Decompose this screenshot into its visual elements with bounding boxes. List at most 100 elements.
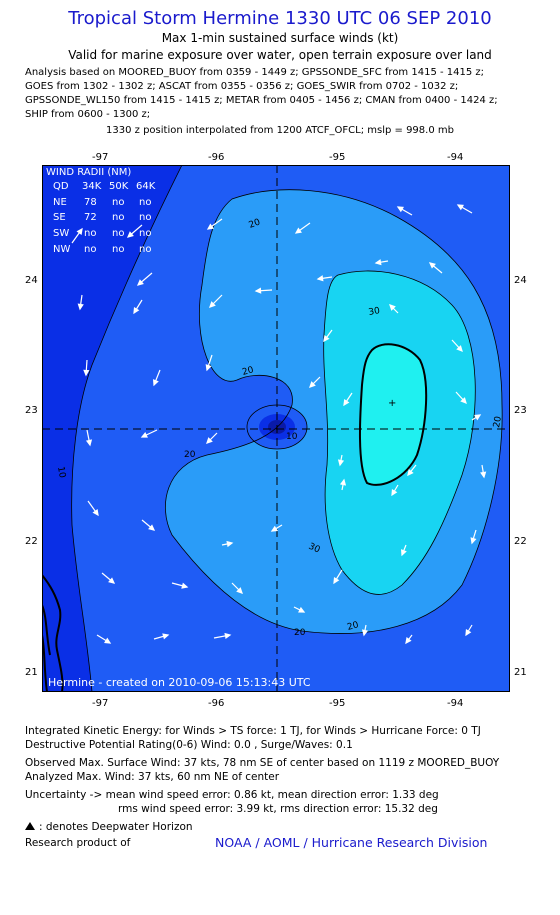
wind-radii-value: no — [112, 244, 124, 255]
lat-tick-right: 24 — [514, 275, 527, 286]
uncertainty-line-1: Uncertainty -> mean wind speed error: 0.… — [25, 789, 439, 801]
wind-vector-head — [391, 489, 398, 497]
map-title: Tropical Storm Hermine 1330 UTC 06 SEP 2… — [68, 8, 492, 29]
lat-tick-left: 24 — [25, 275, 38, 286]
wind-radii-value: no — [84, 228, 96, 239]
wind-radii-value: 72 — [84, 212, 97, 223]
wind-vector-head — [148, 524, 156, 531]
lon-tick-top: -97 — [92, 152, 109, 163]
lon-tick-top: -95 — [329, 152, 346, 163]
wind-vector-head — [140, 432, 148, 438]
wind-vector-head — [400, 549, 407, 557]
contour-label: 20 — [492, 415, 504, 428]
wind-vector-head — [108, 577, 116, 584]
lat-tick-right: 23 — [514, 405, 527, 416]
wind-vector-head — [181, 582, 189, 589]
analyzed-max-wind: Analyzed Max. Wind: 37 kts, 60 nm NE of … — [25, 771, 280, 783]
wind-radii-value: no — [112, 212, 124, 223]
contour-label: 20 — [241, 365, 255, 378]
contour-20 — [165, 189, 503, 634]
wind-vector-head — [76, 227, 83, 235]
map-creation-note: Hermine - created on 2010-09-06 15:13:43… — [48, 676, 311, 689]
wind-vector-head — [294, 227, 302, 234]
wind-vector-head — [470, 537, 477, 545]
wind-radii-quadrant: NW — [53, 244, 70, 255]
observed-max-wind: Observed Max. Surface Wind: 37 kts, 78 n… — [25, 757, 500, 769]
contour-label: 30 — [368, 306, 381, 318]
lat-tick-right: 21 — [514, 667, 527, 678]
research-label: Research product of — [25, 837, 131, 849]
lat-tick-right: 22 — [514, 536, 527, 547]
wind-radii-value: no — [139, 197, 151, 208]
wind-radii-value: no — [84, 244, 96, 255]
wind-radii-title: WIND RADII (NM) — [46, 167, 131, 178]
wind-radii-quadrant: SE — [53, 212, 66, 223]
analysis-line: Analysis based on MOORED_BUOY from 0359 … — [25, 67, 485, 78]
wind-vector-head — [104, 637, 112, 644]
wind-vector-head — [405, 637, 412, 645]
wind-radii-header: 64K — [136, 181, 156, 192]
wind-vector-head — [205, 364, 212, 372]
deepwater-horizon-icon — [25, 822, 35, 830]
map-frame — [42, 165, 510, 692]
wind-vector-head — [428, 262, 436, 269]
lat-tick-left: 22 — [25, 536, 38, 547]
wind-level-gt35 — [359, 344, 427, 485]
wind-radii-value: 78 — [84, 197, 97, 208]
deepwater-label: : denotes Deepwater Horizon — [39, 821, 193, 833]
wind-vector-head — [133, 307, 140, 315]
analysis-line: GPSSONDE_WL150 from 1415 - 1415 z; METAR… — [25, 95, 498, 106]
wind-vector-head — [126, 231, 134, 238]
wind-radii-quadrant: NE — [53, 197, 67, 208]
wind-radii-header: 34K — [82, 181, 102, 192]
center-crosshair — [42, 165, 510, 692]
wind-vector-head — [323, 335, 330, 343]
lon-tick-bottom: -96 — [208, 698, 225, 709]
analysis-line: SHIP from 0600 - 1300 z; — [25, 109, 151, 120]
wind-vector-head — [206, 223, 214, 230]
noaa-aoml-link[interactable]: NOAA / AOML / Hurricane Research Divisio… — [215, 835, 488, 850]
contour-label: 20 — [346, 620, 360, 633]
wind-vector-head — [85, 439, 93, 447]
wind-vector-head — [92, 509, 99, 517]
wind-vector-head — [460, 397, 467, 405]
wind-vectors — [71, 204, 487, 645]
wind-vector-head — [339, 478, 347, 486]
lon-tick-bottom: -95 — [329, 698, 346, 709]
wind-vector-head — [152, 379, 159, 387]
wind-radii-table: WIND RADII (NM) QD 34K 50K 64K NE 78 no … — [46, 167, 156, 255]
contour-label: 20 — [184, 450, 196, 460]
wind-vector-head — [343, 399, 350, 407]
wind-vector-head — [226, 540, 234, 548]
wind-vector-head — [136, 279, 144, 286]
wind-radii-header: 50K — [109, 181, 129, 192]
wind-vector-head — [162, 633, 170, 640]
wind-vector-head — [254, 287, 262, 294]
dpr-line: Destructive Potential Rating(0-6) Wind: … — [25, 739, 353, 751]
lon-tick-top: -94 — [447, 152, 464, 163]
wind-vector-head — [298, 606, 306, 613]
contour-10 — [71, 165, 183, 692]
wind-vector-head — [480, 471, 487, 479]
lon-tick-bottom: -97 — [92, 698, 109, 709]
wind-radii-quadrant: SW — [53, 228, 69, 239]
contour-label: 30 — [307, 542, 322, 556]
max-wind-marker: + — [388, 398, 396, 409]
analysis-line: GOES from 1302 - 1302 z; ASCAT from 0355… — [25, 81, 459, 92]
lat-tick-left: 21 — [25, 667, 38, 678]
wind-radii-value: no — [112, 197, 124, 208]
wind-field-map: + 20 20 20 20 20 20 30 30 10 10 WIND RAD… — [42, 165, 510, 692]
deepwater-legend: : denotes Deepwater Horizon — [25, 821, 193, 833]
wind-vector-head — [374, 259, 382, 266]
wind-vector-head — [389, 304, 396, 311]
wind-vector-head — [361, 629, 369, 637]
wind-vector-head — [333, 577, 340, 585]
wind-vector-head — [465, 629, 472, 637]
wind-vector-head — [309, 381, 316, 388]
wind-radii-header: QD — [53, 181, 69, 192]
lat-tick-left: 23 — [25, 405, 38, 416]
wind-vector-head — [270, 525, 278, 532]
wind-vector-head — [456, 204, 464, 211]
contour-label: 20 — [248, 217, 262, 230]
wind-vector-head — [209, 301, 216, 308]
